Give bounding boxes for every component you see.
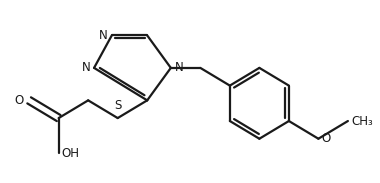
Text: OH: OH	[62, 147, 79, 160]
Text: N: N	[175, 61, 184, 74]
Text: N: N	[99, 29, 108, 42]
Text: S: S	[114, 99, 121, 112]
Text: O: O	[14, 94, 24, 107]
Text: N: N	[81, 61, 90, 74]
Text: O: O	[321, 132, 331, 145]
Text: CH₃: CH₃	[352, 115, 373, 128]
